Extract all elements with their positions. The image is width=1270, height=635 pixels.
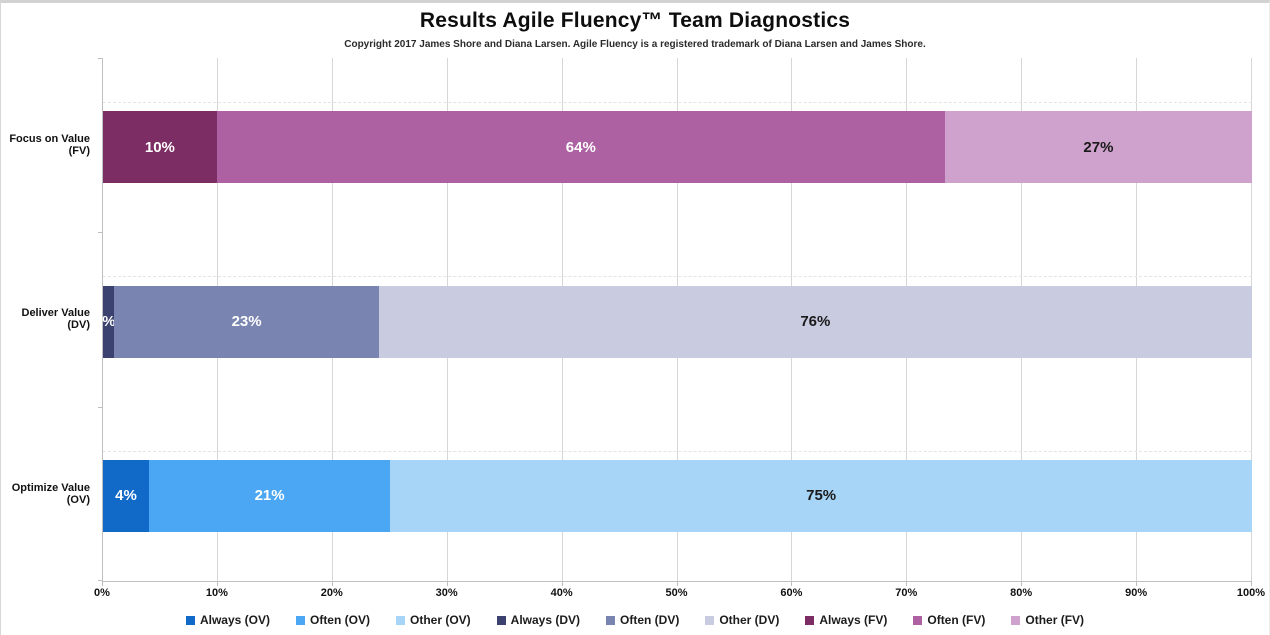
legend-swatch-icon (496, 615, 506, 625)
bar-segment: 23% (114, 285, 379, 358)
legend-label: Other (DV) (719, 613, 780, 627)
x-axis-tick (1021, 582, 1023, 586)
x-axis-label: 60% (780, 587, 803, 599)
x-axis-label: 80% (1010, 587, 1033, 599)
band-minor-gridline (103, 276, 1252, 278)
category-label: Deliver Value (DV) (21, 307, 91, 332)
legend-label: Always (FV) (819, 613, 888, 627)
band-minor-gridline (103, 450, 1252, 452)
legend-item: Always (DV) (496, 613, 581, 627)
legend-swatch-icon (395, 615, 405, 625)
chart-title: Results Agile Fluency™ Team Diagnostics (419, 9, 851, 32)
x-axis-label: 50% (665, 587, 688, 599)
x-axis-label: 0% (94, 587, 110, 599)
bar-segment: 75% (390, 459, 1252, 532)
bar-segment-label: 23% (231, 313, 262, 330)
legend-item: Often (FV) (913, 613, 985, 627)
bar-segment: 64% (216, 111, 945, 184)
stacked-bar: % 23% 76% (102, 285, 1252, 358)
bar-segment-label: 27% (1083, 138, 1114, 156)
chart-subtitle: Copyright 2017 James Shore and Diana Lar… (344, 39, 926, 50)
bar-segment: 4% (103, 459, 149, 532)
bar-segment: % (102, 285, 116, 358)
category-label: Optimize Value (OV) (11, 481, 90, 506)
legend-item: Always (FV) (805, 613, 887, 627)
bar-segment: 76% (378, 285, 1252, 358)
y-axis-tick (98, 406, 103, 408)
x-axis-tick (791, 582, 793, 586)
legend-swatch-icon (185, 615, 195, 625)
legend-swatch-icon (705, 615, 715, 625)
legend-item: Other (DV) (705, 613, 779, 627)
y-axis-tick (98, 232, 103, 234)
legend-item: Often (DV) (606, 613, 679, 627)
y-axis-tick (98, 580, 103, 581)
x-axis-tick (906, 582, 908, 586)
bar-segment-label: 4% (115, 487, 137, 505)
bar-segment: 21% (148, 459, 391, 532)
bar-segment-label: 76% (800, 313, 831, 330)
x-axis-label: 10% (205, 587, 228, 599)
x-axis-label: 30% (435, 587, 458, 599)
legend-label: Often (OV) (309, 613, 370, 627)
bar-segment: 27% (944, 111, 1252, 184)
bar-segment: 10% (103, 111, 217, 184)
x-axis-tick (446, 582, 448, 586)
legend-swatch-icon (913, 615, 923, 625)
stacked-bar: 4% 21% 75% (103, 459, 1252, 532)
legend-item: Always (OV) (185, 613, 270, 627)
x-axis-tick (1251, 582, 1252, 586)
x-axis-tick (216, 582, 218, 586)
x-axis-tick (331, 582, 333, 586)
bar-segment-label: 21% (254, 487, 285, 505)
x-axis-label: 90% (1125, 587, 1148, 599)
legend-label: Always (OV) (199, 613, 270, 627)
legend-swatch-icon (805, 615, 815, 625)
y-axis-tick (98, 58, 103, 59)
legend-swatch-icon (1011, 615, 1021, 625)
bar-segment-label: 64% (565, 138, 596, 156)
value-axis-labels: 0% 10% 20% 30% 40% 50% 60% 70% 80% 90% 100% (94, 587, 1265, 603)
bar-segment-label: 75% (806, 487, 837, 505)
x-axis-label: 70% (895, 587, 918, 599)
x-axis-tick (561, 582, 563, 586)
x-axis-tick (1136, 582, 1138, 586)
legend-swatch-icon (606, 615, 616, 625)
category-label: Focus on Value (FV) (9, 133, 90, 158)
legend-label: Other (OV) (409, 613, 471, 627)
legend-item: Other (FV) (1011, 613, 1084, 627)
legend-label: Often (DV) (620, 613, 680, 627)
stacked-bar: 10% 64% 27% (103, 111, 1252, 184)
bar-segment-label: % (102, 313, 116, 330)
legend-label: Often (FV) (927, 613, 986, 627)
legend-item: Often (OV) (295, 613, 370, 627)
category-axis-labels: Focus on Value (FV) Deliver Value (DV) Opt… (1, 58, 96, 581)
legend-swatch-icon (295, 615, 305, 625)
band-minor-gridline (103, 102, 1252, 103)
x-axis-tick (102, 582, 103, 586)
x-axis-tick (676, 582, 678, 586)
legend-item: Other (OV) (395, 613, 471, 627)
x-axis-label: 40% (550, 587, 573, 599)
legend: Always (OV) Often (OV) Other (OV) Always (D… (1, 613, 1269, 627)
bar-segment-label: 10% (144, 138, 175, 156)
legend-label: Always (DV) (510, 613, 581, 627)
plot-area: 10% 64% 27%% 23% 76% 4% 21% 75% (98, 58, 1252, 586)
x-axis-label: 100% (1236, 587, 1266, 599)
legend-label: Other (FV) (1025, 613, 1085, 627)
x-axis-label: 20% (320, 587, 343, 599)
